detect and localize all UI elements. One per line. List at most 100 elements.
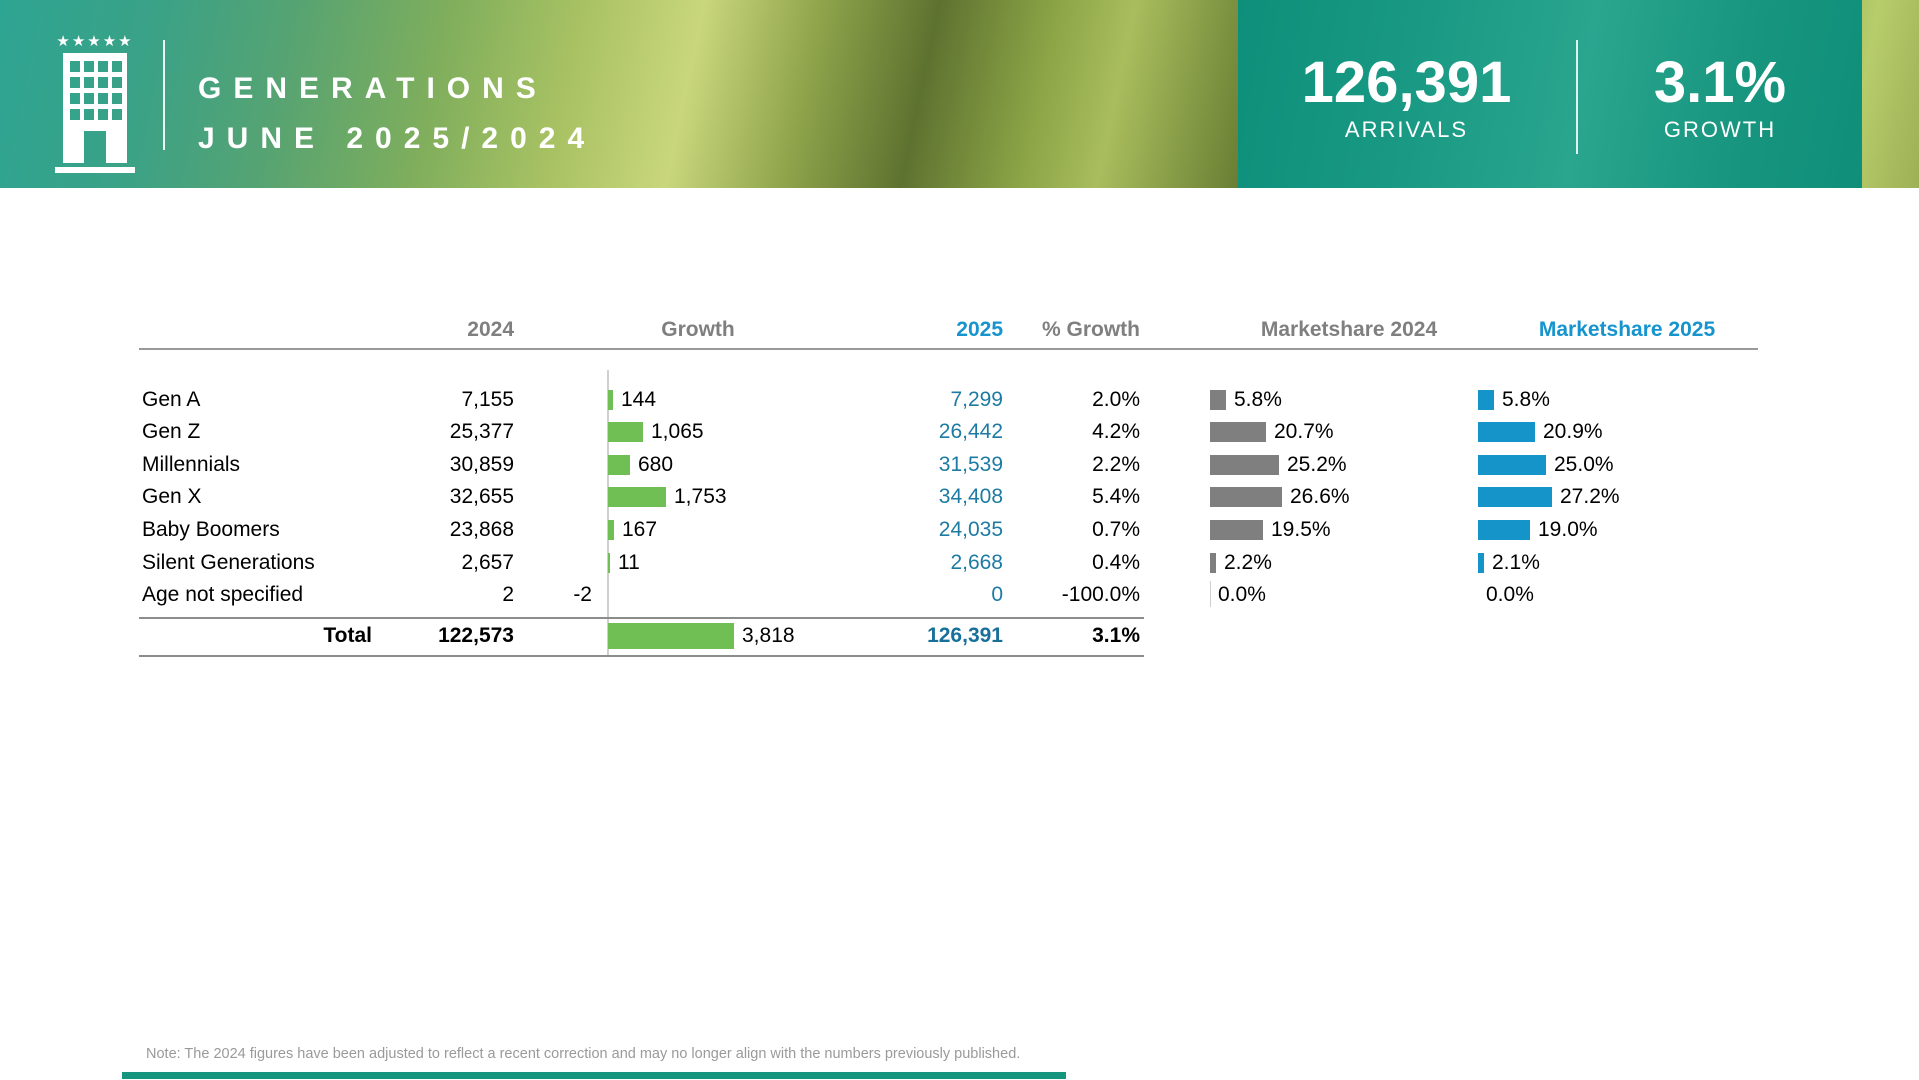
growth-bar-label: 11 (618, 550, 640, 574)
column-header-2025: 2025 (956, 318, 1003, 341)
marketshare-2024-bar (1210, 552, 1216, 573)
pct-growth-value: 0.7% (1092, 517, 1140, 541)
value-2024: 2 (502, 582, 514, 606)
total-value-2024: 122,573 (438, 624, 514, 647)
growth-bar-label: 680 (638, 452, 674, 476)
marketshare-2024-label: 19.5% (1271, 517, 1331, 541)
growth-bar-label: 1,065 (651, 419, 704, 443)
header-banner: ★★★★★ (0, 0, 1919, 188)
growth-zero-axis (607, 370, 609, 657)
row-label: Gen A (142, 387, 201, 411)
growth-bar-cell: 1,753 (608, 480, 858, 513)
row-label: Silent Generations (142, 550, 315, 574)
marketshare-2024-bar (1210, 454, 1279, 475)
growth-bar (608, 486, 666, 507)
marketshare-2024-cell: 0.0% (1210, 578, 1472, 611)
arrivals-stat: 126,391 ARRIVALS (1238, 52, 1575, 143)
marketshare-2024-label: 0.0% (1218, 582, 1266, 606)
total-row-bottom-rule (139, 655, 1144, 657)
arrivals-label: ARRIVALS (1344, 117, 1469, 142)
page-title: GENERATIONS JUNE 2025/2024 (198, 64, 596, 164)
marketshare-2025-label: 27.2% (1560, 484, 1620, 508)
table-header-row: 2024 Growth 2025 % Growth Marketshare 20… (0, 316, 1919, 344)
value-2024: 30,859 (449, 452, 514, 476)
total-growth-bar (608, 623, 734, 649)
stats-divider-line (1576, 40, 1578, 154)
marketshare-2025-label: 25.0% (1554, 452, 1614, 476)
pct-growth-value: 0.4% (1092, 550, 1140, 574)
row-label: Millennials (142, 452, 241, 476)
marketshare-2024-label: 20.7% (1274, 419, 1334, 443)
growth-label: GROWTH (1663, 117, 1777, 142)
growth-negative-label (514, 383, 600, 416)
table-row: Age not specified 2 -2 0 -100.0% 0.0% 0.… (0, 578, 1919, 611)
pct-growth-value: 2.2% (1092, 452, 1140, 476)
growth-bar-cell: 144 (608, 383, 858, 416)
arrivals-value: 126,391 (1301, 50, 1512, 115)
growth-bar-label: 144 (621, 387, 657, 411)
value-2024: 7,155 (461, 387, 514, 411)
marketshare-2025-bar (1478, 552, 1484, 573)
growth-bar-cell: 680 (608, 448, 858, 481)
pct-growth-value: 2.0% (1092, 387, 1140, 411)
marketshare-2025-label: 0.0% (1486, 582, 1534, 606)
marketshare-2024-bar (1210, 486, 1282, 507)
table-row: Millennials 30,859 680 31,539 2.2% 25.2%… (0, 448, 1919, 481)
marketshare-2025-bar (1478, 454, 1546, 475)
page-title-line1: GENERATIONS (198, 72, 548, 105)
growth-bar-label: 1,753 (674, 484, 727, 508)
pct-growth-value: 4.2% (1092, 419, 1140, 443)
column-header-2024: 2024 (467, 318, 514, 341)
value-2024: 23,868 (449, 517, 514, 541)
value-2025: 2,668 (950, 550, 1003, 574)
growth-bar (608, 519, 614, 540)
growth-negative-label: -2 (573, 582, 592, 606)
value-2025: 31,539 (938, 452, 1003, 476)
marketshare-2025-cell: 19.0% (1478, 513, 1762, 546)
growth-bar-label: 167 (622, 517, 658, 541)
growth-negative-label (514, 480, 600, 513)
header-divider-line (163, 40, 165, 150)
column-header-marketshare-2024: Marketshare 2024 (1260, 318, 1438, 341)
marketshare-2024-cell: 26.6% (1210, 480, 1472, 513)
table-row: Gen A 7,155 144 7,299 2.0% 5.8% 5.8% (0, 383, 1919, 416)
marketshare-2025-bar (1478, 389, 1494, 410)
marketshare-2024-label: 25.2% (1287, 452, 1347, 476)
column-header-marketshare-2025: Marketshare 2025 (1538, 318, 1716, 341)
marketshare-2024-cell: 25.2% (1210, 448, 1472, 481)
marketshare-2025-cell: 2.1% (1478, 546, 1762, 579)
row-label: Gen Z (142, 419, 201, 443)
marketshare-2025-bar (1478, 519, 1530, 540)
growth-negative-label (514, 513, 600, 546)
growth-bar (608, 421, 643, 442)
table-total-row: Total 122,573 3,818 126,391 3.1% (0, 619, 1919, 653)
growth-stat: 3.1% GROWTH (1578, 52, 1862, 143)
total-growth-bar-cell: 3,818 (608, 619, 858, 653)
column-header-growth: Growth (661, 318, 735, 341)
marketshare-2024-bar (1210, 519, 1263, 540)
marketshare-2024-label: 5.8% (1234, 387, 1282, 411)
marketshare-2024-cell: 20.7% (1210, 415, 1472, 448)
total-growth-bar-label: 3,818 (742, 624, 795, 647)
marketshare-2025-cell: 25.0% (1478, 448, 1762, 481)
total-value-2025: 126,391 (927, 624, 1003, 647)
growth-negative-label (514, 415, 600, 448)
building-icon (55, 51, 135, 175)
column-header-pct-growth: % Growth (1042, 318, 1140, 341)
value-2024: 25,377 (449, 419, 514, 443)
marketshare-2025-bar (1478, 486, 1552, 507)
growth-bar-cell: 11 (608, 546, 858, 579)
marketshare-2025-cell: 20.9% (1478, 415, 1762, 448)
value-2025: 7,299 (950, 387, 1003, 411)
value-2025: 0 (991, 582, 1003, 606)
marketshare-2025-cell: 0.0% (1478, 578, 1762, 611)
marketshare-2025-cell: 27.2% (1478, 480, 1762, 513)
marketshare-2025-bar (1478, 421, 1535, 442)
row-label: Gen X (142, 484, 202, 508)
footnote: Note: The 2024 figures have been adjuste… (146, 1046, 1021, 1062)
growth-bar-cell: 1,065 (608, 415, 858, 448)
table-row: Baby Boomers 23,868 167 24,035 0.7% 19.5… (0, 513, 1919, 546)
row-label: Age not specified (142, 582, 304, 606)
growth-bar-cell (608, 578, 858, 611)
